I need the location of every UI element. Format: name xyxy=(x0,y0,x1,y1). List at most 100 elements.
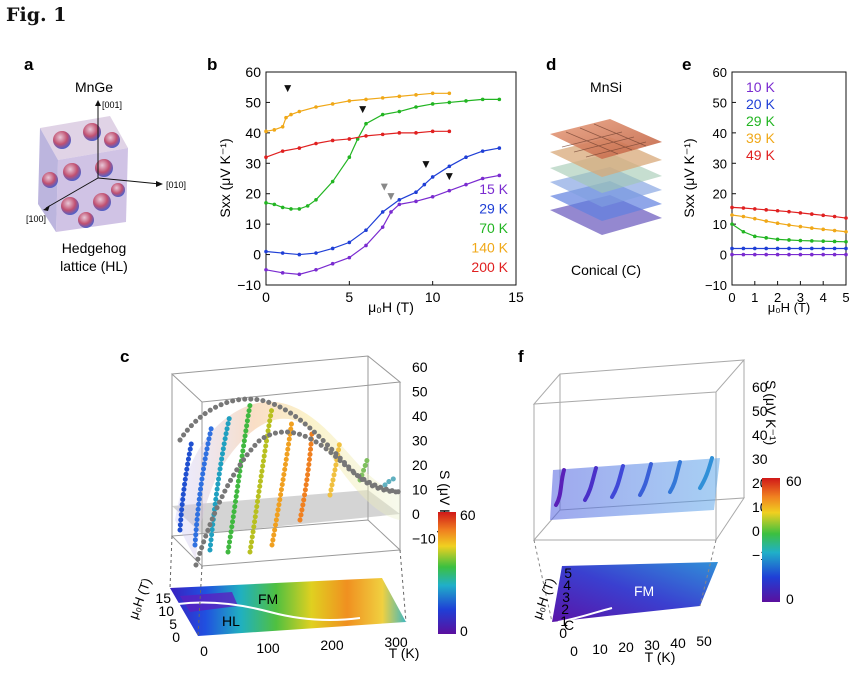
data-point xyxy=(414,93,418,97)
y-tick-label: 60 xyxy=(245,64,261,80)
data-point xyxy=(289,112,293,117)
x-tick-label: 100 xyxy=(256,640,280,656)
envelope-curve-upper xyxy=(177,396,403,495)
x-axis-label-e: μ₀H (T) xyxy=(768,300,811,315)
hedgehog-caption-2: lattice (HL) xyxy=(60,258,128,274)
colorbar-f xyxy=(762,478,780,602)
x-tick-label: 50 xyxy=(696,633,712,649)
data-point xyxy=(798,238,803,243)
x-tick-label: 0 xyxy=(570,643,578,659)
data-point xyxy=(832,228,837,233)
data-point xyxy=(364,228,368,233)
data-point xyxy=(380,132,385,137)
data-point xyxy=(753,234,757,239)
c-label-f: C xyxy=(564,617,574,633)
y-axis-label-b: Sxx (μV K⁻¹) xyxy=(217,138,233,217)
x-tick-label: 0 xyxy=(262,289,270,305)
data-point xyxy=(764,252,768,257)
y-tick-label: 0 xyxy=(720,248,727,263)
z-tick-label: 0 xyxy=(752,523,760,539)
plot-frame-b xyxy=(265,71,517,286)
y-tick-label: 0 xyxy=(253,247,261,263)
series-line xyxy=(265,130,450,158)
data-point xyxy=(497,97,502,102)
y-tick-label: 40 xyxy=(245,125,261,141)
data-point xyxy=(264,129,268,134)
y-axis-label-c: μ₀H (T) xyxy=(125,576,154,621)
x-tick-label: 4 xyxy=(820,290,827,305)
data-point xyxy=(272,128,277,132)
panel-d: d MnSi Conical (C) xyxy=(546,55,662,278)
data-point xyxy=(764,208,768,212)
data-point xyxy=(810,212,814,216)
axis-label-001: [001] xyxy=(102,100,122,110)
data-point xyxy=(787,246,791,251)
temperature-curve xyxy=(327,437,343,498)
fm-label-c: FM xyxy=(258,591,278,607)
data-point xyxy=(330,138,335,143)
data-point xyxy=(264,267,268,272)
data-point xyxy=(753,216,757,221)
data-point xyxy=(730,213,734,217)
data-point xyxy=(364,97,368,102)
x-tick-label: 0 xyxy=(200,643,208,659)
colorbar-min-c: 0 xyxy=(460,623,468,639)
data-point xyxy=(844,252,848,257)
data-point xyxy=(264,249,268,254)
z-tick-label: 50 xyxy=(752,403,768,419)
data-point xyxy=(347,255,352,260)
z-tick-label: 20 xyxy=(412,457,428,473)
temperature-curve xyxy=(269,417,295,548)
data-point xyxy=(430,102,435,106)
data-point xyxy=(741,229,746,234)
temperature-curve xyxy=(177,437,195,533)
data-point xyxy=(844,246,848,251)
fm-label-f: FM xyxy=(634,583,654,599)
data-point xyxy=(832,214,837,219)
y-tick-label: 5 xyxy=(564,565,572,581)
data-point xyxy=(280,124,285,129)
data-point xyxy=(447,100,452,105)
data-point xyxy=(430,175,435,179)
data-point xyxy=(414,105,418,109)
data-point xyxy=(330,261,335,266)
data-point xyxy=(314,141,318,146)
temperature-curve xyxy=(357,455,371,483)
y-tick-label: 50 xyxy=(245,94,261,110)
data-point xyxy=(810,252,814,257)
data-point xyxy=(775,237,780,242)
data-point xyxy=(297,252,302,257)
data-point xyxy=(753,207,757,211)
panel-f: f FM C 6050403020100−1001020304050012345… xyxy=(518,347,802,665)
data-point xyxy=(753,252,757,257)
panel-letter-d: d xyxy=(546,55,556,74)
data-point xyxy=(264,201,268,205)
axis-arrow-010 xyxy=(156,181,163,187)
z-tick-label: 30 xyxy=(412,433,428,449)
data-point xyxy=(741,252,746,257)
z-tick-label: 30 xyxy=(752,451,768,467)
data-point xyxy=(821,239,825,243)
colorbar-max-f: 60 xyxy=(786,473,802,489)
y-tick-label: 20 xyxy=(245,186,261,202)
data-point xyxy=(397,198,402,202)
temperature-curve xyxy=(382,475,401,488)
colorbar-min-f: 0 xyxy=(786,591,794,607)
data-point xyxy=(832,246,837,251)
temperature-curve xyxy=(638,462,653,497)
x-tick-label: 3 xyxy=(797,290,804,305)
data-point xyxy=(347,155,352,159)
y-axis-label-e: Sxx (μV K⁻¹) xyxy=(681,138,697,217)
y-tick-label: 60 xyxy=(713,65,727,80)
data-point xyxy=(347,99,352,103)
data-point xyxy=(447,188,452,193)
mnsi-label: MnSi xyxy=(590,79,622,95)
y-tick-label: −10 xyxy=(705,278,727,293)
data-point xyxy=(364,121,368,126)
series-line xyxy=(265,147,500,256)
temperature-curve xyxy=(207,412,233,553)
data-point xyxy=(330,102,335,106)
data-point xyxy=(832,239,837,244)
